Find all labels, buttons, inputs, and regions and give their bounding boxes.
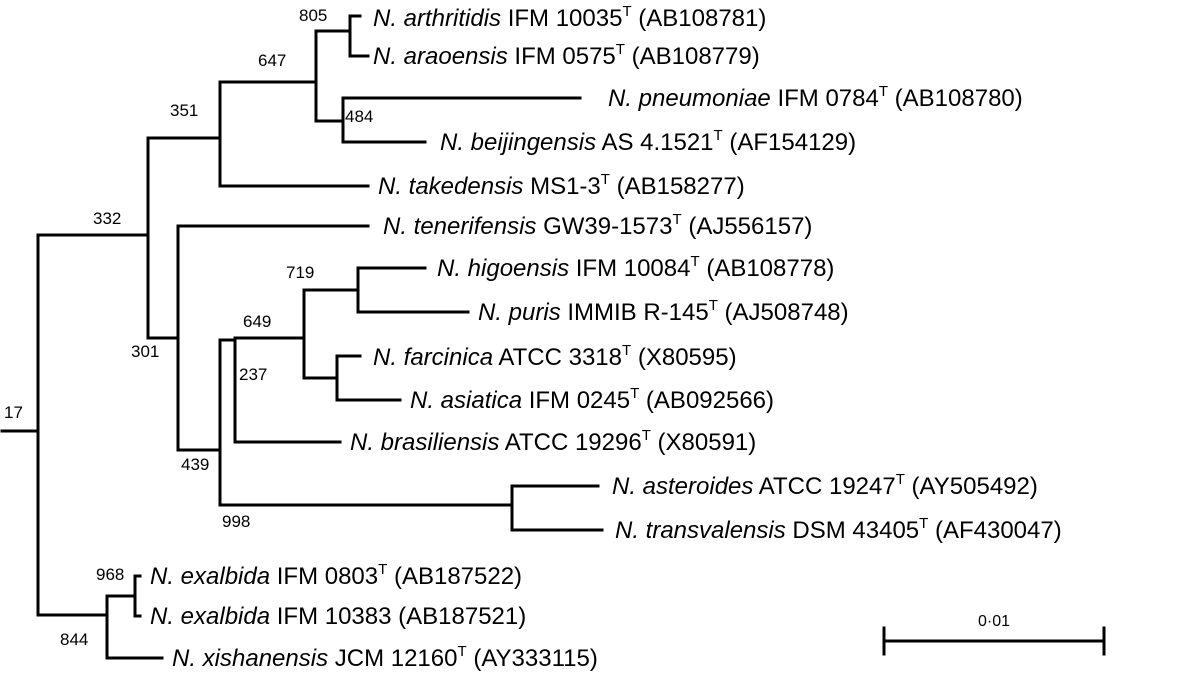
taxon-label: N. exalbida IFM 0803T (AB187522) [150,561,522,590]
bootstrap-439: 439 [181,455,209,474]
taxon-label: N. asteroides ATCC 19247T (AY505492) [612,471,1038,500]
taxon-label: N. beijingensis AS 4.1521T (AF154129) [440,127,856,156]
bootstrap-332: 332 [93,209,121,228]
taxon-label: N. tenerifensis GW39-1573T (AJ556157) [383,211,812,240]
bootstrap-719: 719 [286,263,314,282]
bootstrap-17: 17 [4,403,23,422]
taxon-labels: N. arthritidis IFM 10035T (AB108781) N. … [150,3,1062,672]
bootstrap-351: 351 [170,101,198,120]
bootstrap-484: 484 [345,107,373,126]
taxon-label: N. araoensis IFM 0575T (AB108779) [373,41,760,70]
bootstrap-237: 237 [239,365,267,384]
bootstrap-805: 805 [299,6,327,25]
taxon-label: N. xishanensis JCM 12160T (AY333115) [172,643,598,672]
bootstrap-649: 649 [243,312,271,331]
bootstrap-844: 844 [60,630,88,649]
taxon-label: N. takedensis MS1-3T (AB158277) [378,171,745,200]
taxon-label: N. asiatica IFM 0245T (AB092566) [410,385,774,414]
bootstrap-998: 998 [222,512,250,531]
taxon-label: N. higoensis IFM 10084T (AB108778) [437,253,834,282]
taxon-label: N. puris IMMIB R-145T (AJ508748) [478,297,849,326]
taxon-label: N. transvalensis DSM 43405T (AF430047) [615,515,1062,544]
scale-bar: 0·01 [882,613,1106,656]
taxon-label: N. pneumoniae IFM 0784T (AB108780) [608,83,1023,112]
bootstrap-647: 647 [258,51,286,70]
scale-bar-label: 0·01 [978,613,1010,630]
taxon-label: N. brasiliensis ATCC 19296T (X80591) [350,427,756,456]
taxon-label: N. farcinica ATCC 3318T (X80595) [373,342,737,371]
tree-branches [0,14,604,660]
bootstrap-968: 968 [96,565,124,584]
bootstrap-values: 17 332 351 647 805 484 301 439 649 237 7… [4,6,373,649]
bootstrap-301: 301 [131,342,159,361]
taxon-label: N. exalbida IFM 10383 (AB187521) [150,603,526,630]
taxon-label: N. arthritidis IFM 10035T (AB108781) [373,3,766,32]
